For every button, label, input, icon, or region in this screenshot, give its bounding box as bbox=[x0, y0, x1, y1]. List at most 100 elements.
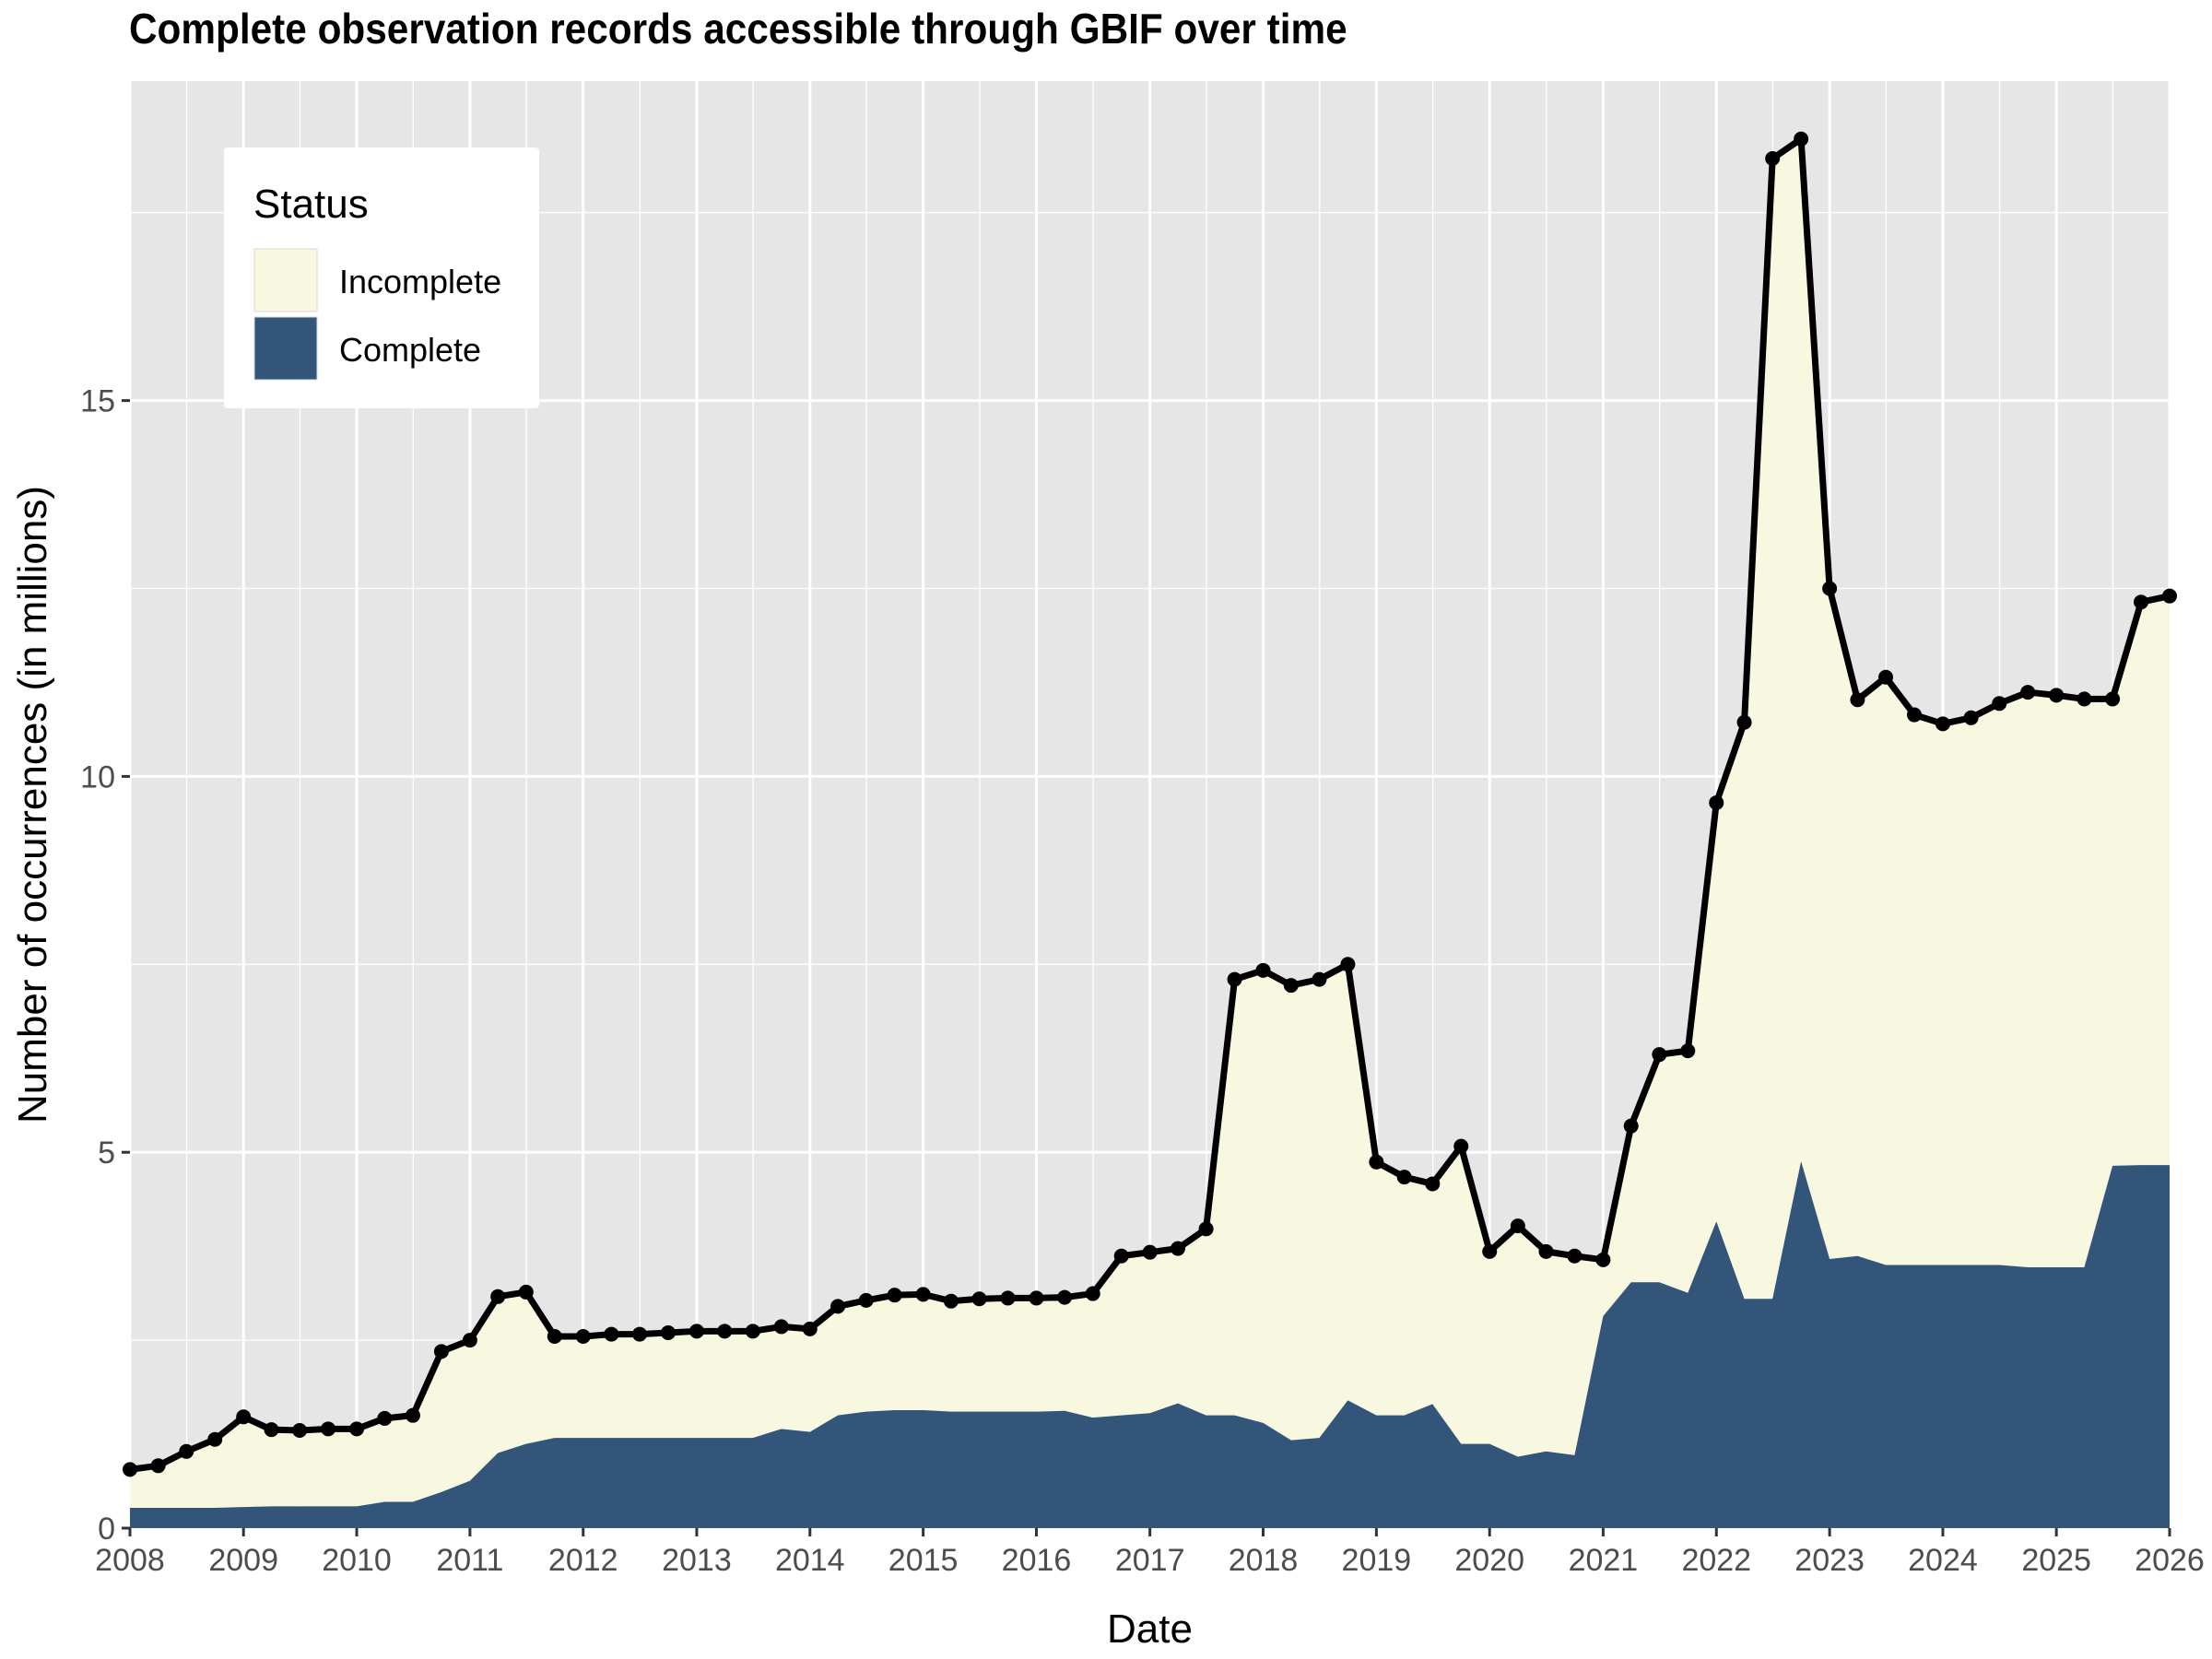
total-point bbox=[490, 1288, 506, 1304]
y-tick-label: 10 bbox=[80, 759, 115, 794]
total-point bbox=[1113, 1248, 1129, 1264]
total-points-layer bbox=[123, 131, 2177, 1477]
x-tick-label: 2014 bbox=[775, 1543, 845, 1578]
x-tick-label: 2013 bbox=[662, 1543, 732, 1578]
total-point bbox=[971, 1291, 987, 1307]
total-point bbox=[1595, 1252, 1611, 1267]
total-point bbox=[547, 1329, 562, 1345]
total-point bbox=[518, 1284, 534, 1300]
total-point bbox=[1709, 794, 1724, 810]
total-point bbox=[1680, 1043, 1696, 1059]
total-point bbox=[1765, 151, 1781, 167]
total-point bbox=[462, 1333, 477, 1348]
x-tick-label: 2016 bbox=[1002, 1543, 1072, 1578]
chart-title: Complete observation records accessible … bbox=[129, 5, 1347, 53]
total-point bbox=[292, 1422, 308, 1438]
total-point bbox=[2049, 688, 2065, 703]
total-point bbox=[858, 1292, 874, 1308]
total-point bbox=[207, 1431, 223, 1447]
total-point bbox=[631, 1326, 647, 1342]
total-point bbox=[179, 1443, 194, 1459]
total-point bbox=[1029, 1290, 1044, 1306]
y-tick-label: 15 bbox=[80, 384, 115, 419]
total-point bbox=[1935, 716, 1950, 732]
total-point bbox=[123, 1462, 137, 1477]
total-point bbox=[1283, 978, 1299, 994]
total-point bbox=[1057, 1289, 1073, 1305]
legend-key-complete bbox=[253, 316, 318, 381]
axes: 2008 2009 2010 2011 2012 2013 2014 2015 2016 2017… bbox=[10, 384, 2205, 1652]
legend: Status Incomplete Complete bbox=[224, 147, 539, 408]
legend-label-incomplete: Incomplete bbox=[339, 263, 501, 300]
total-point bbox=[887, 1288, 902, 1303]
total-point bbox=[773, 1319, 789, 1335]
x-tick-label: 2026 bbox=[2135, 1543, 2205, 1578]
incomplete-area bbox=[130, 138, 2170, 1508]
x-tick-label: 2019 bbox=[1342, 1543, 1412, 1578]
x-tick-label: 2023 bbox=[1794, 1543, 1865, 1578]
total-point bbox=[1794, 131, 1809, 147]
total-point bbox=[2105, 691, 2121, 707]
x-axis-title: Date bbox=[1107, 1606, 1193, 1652]
total-point bbox=[802, 1321, 818, 1336]
total-point bbox=[150, 1458, 166, 1474]
x-tick-label: 2012 bbox=[548, 1543, 618, 1578]
total-point bbox=[943, 1293, 959, 1309]
complete-area bbox=[130, 1160, 2170, 1528]
total-point bbox=[236, 1409, 252, 1425]
total-point bbox=[830, 1299, 846, 1314]
total-point bbox=[405, 1407, 420, 1423]
total-point bbox=[1085, 1286, 1100, 1301]
x-tick-label: 2011 bbox=[436, 1543, 503, 1578]
total-point bbox=[1623, 1118, 1639, 1134]
total-point bbox=[1992, 696, 2007, 712]
total-point bbox=[1000, 1290, 1016, 1306]
x-tick-label: 2009 bbox=[208, 1543, 278, 1578]
total-point bbox=[1369, 1154, 1384, 1170]
total-point bbox=[2077, 691, 2092, 707]
total-point bbox=[915, 1287, 931, 1302]
total-point bbox=[321, 1421, 336, 1437]
x-tick-label: 2025 bbox=[2021, 1543, 2091, 1578]
total-point bbox=[433, 1344, 449, 1359]
x-tick-label: 2015 bbox=[888, 1543, 959, 1578]
total-point bbox=[2020, 685, 2036, 700]
x-tick-label: 2008 bbox=[95, 1543, 165, 1578]
total-point bbox=[2162, 588, 2177, 604]
x-tick-label: 2024 bbox=[1908, 1543, 1978, 1578]
x-tick-label: 2010 bbox=[322, 1543, 392, 1578]
total-point bbox=[1878, 669, 1894, 685]
total-point bbox=[1198, 1221, 1214, 1237]
x-tick-label: 2018 bbox=[1229, 1543, 1299, 1578]
x-tick-label: 2017 bbox=[1115, 1543, 1185, 1578]
stacked-areas bbox=[130, 138, 2170, 1528]
total-point bbox=[660, 1324, 676, 1340]
total-point bbox=[604, 1326, 619, 1342]
total-point bbox=[1736, 714, 1752, 730]
y-tick-label: 0 bbox=[98, 1512, 115, 1547]
legend-label-complete: Complete bbox=[339, 331, 481, 369]
total-point bbox=[1170, 1241, 1185, 1256]
legend-title: Status bbox=[253, 182, 369, 227]
x-tick-label: 2021 bbox=[1569, 1543, 1639, 1578]
total-point bbox=[1567, 1248, 1583, 1264]
total-point bbox=[1510, 1218, 1525, 1234]
x-tick-label: 2020 bbox=[1454, 1543, 1524, 1578]
legend-key-incomplete bbox=[253, 248, 318, 312]
total-point bbox=[1425, 1176, 1441, 1192]
total-point bbox=[1142, 1244, 1158, 1260]
y-axis-title: Number of occurrences (in millions) bbox=[10, 486, 55, 1124]
total-point bbox=[1482, 1243, 1498, 1259]
total-point bbox=[264, 1422, 279, 1438]
total-point bbox=[688, 1324, 704, 1339]
y-tick-label: 5 bbox=[98, 1135, 115, 1171]
total-point bbox=[1822, 581, 1838, 596]
total-point bbox=[349, 1421, 365, 1437]
total-point bbox=[1255, 962, 1271, 978]
total-point bbox=[1396, 1170, 1412, 1185]
total-point bbox=[1312, 971, 1327, 987]
total-point bbox=[2134, 594, 2149, 610]
total-point bbox=[717, 1324, 733, 1339]
total-point bbox=[1963, 710, 1979, 725]
